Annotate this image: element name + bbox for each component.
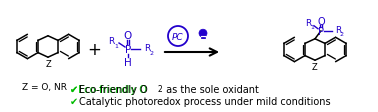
- Text: ✔: ✔: [70, 96, 78, 106]
- Text: R: R: [335, 26, 341, 35]
- Text: 2: 2: [158, 84, 163, 93]
- Text: H: H: [124, 57, 132, 67]
- FancyBboxPatch shape: [201, 37, 204, 40]
- Text: R: R: [305, 19, 311, 28]
- Text: Eco-friendly O: Eco-friendly O: [79, 84, 148, 94]
- Text: 2: 2: [149, 51, 153, 56]
- Text: 2: 2: [340, 32, 344, 37]
- Text: as the sole oxidant: as the sole oxidant: [163, 84, 259, 94]
- Text: PC: PC: [172, 32, 184, 41]
- Text: O: O: [124, 31, 132, 41]
- Text: Z: Z: [45, 59, 51, 68]
- Text: Catalytic photoredox process under mild conditions: Catalytic photoredox process under mild …: [79, 96, 331, 106]
- Text: Z = O, NR: Z = O, NR: [22, 82, 67, 91]
- Text: 1: 1: [311, 25, 314, 30]
- Text: P: P: [125, 45, 131, 55]
- Text: ✔Eco-friendly O: ✔Eco-friendly O: [70, 84, 147, 94]
- Text: +: +: [87, 41, 101, 58]
- Text: ✔: ✔: [70, 84, 78, 94]
- Text: Z: Z: [312, 62, 318, 71]
- Text: R: R: [144, 44, 150, 53]
- Circle shape: [199, 30, 207, 38]
- Text: 1: 1: [114, 43, 118, 48]
- Text: P: P: [318, 27, 324, 36]
- Text: O: O: [317, 17, 325, 27]
- Text: R: R: [108, 36, 114, 45]
